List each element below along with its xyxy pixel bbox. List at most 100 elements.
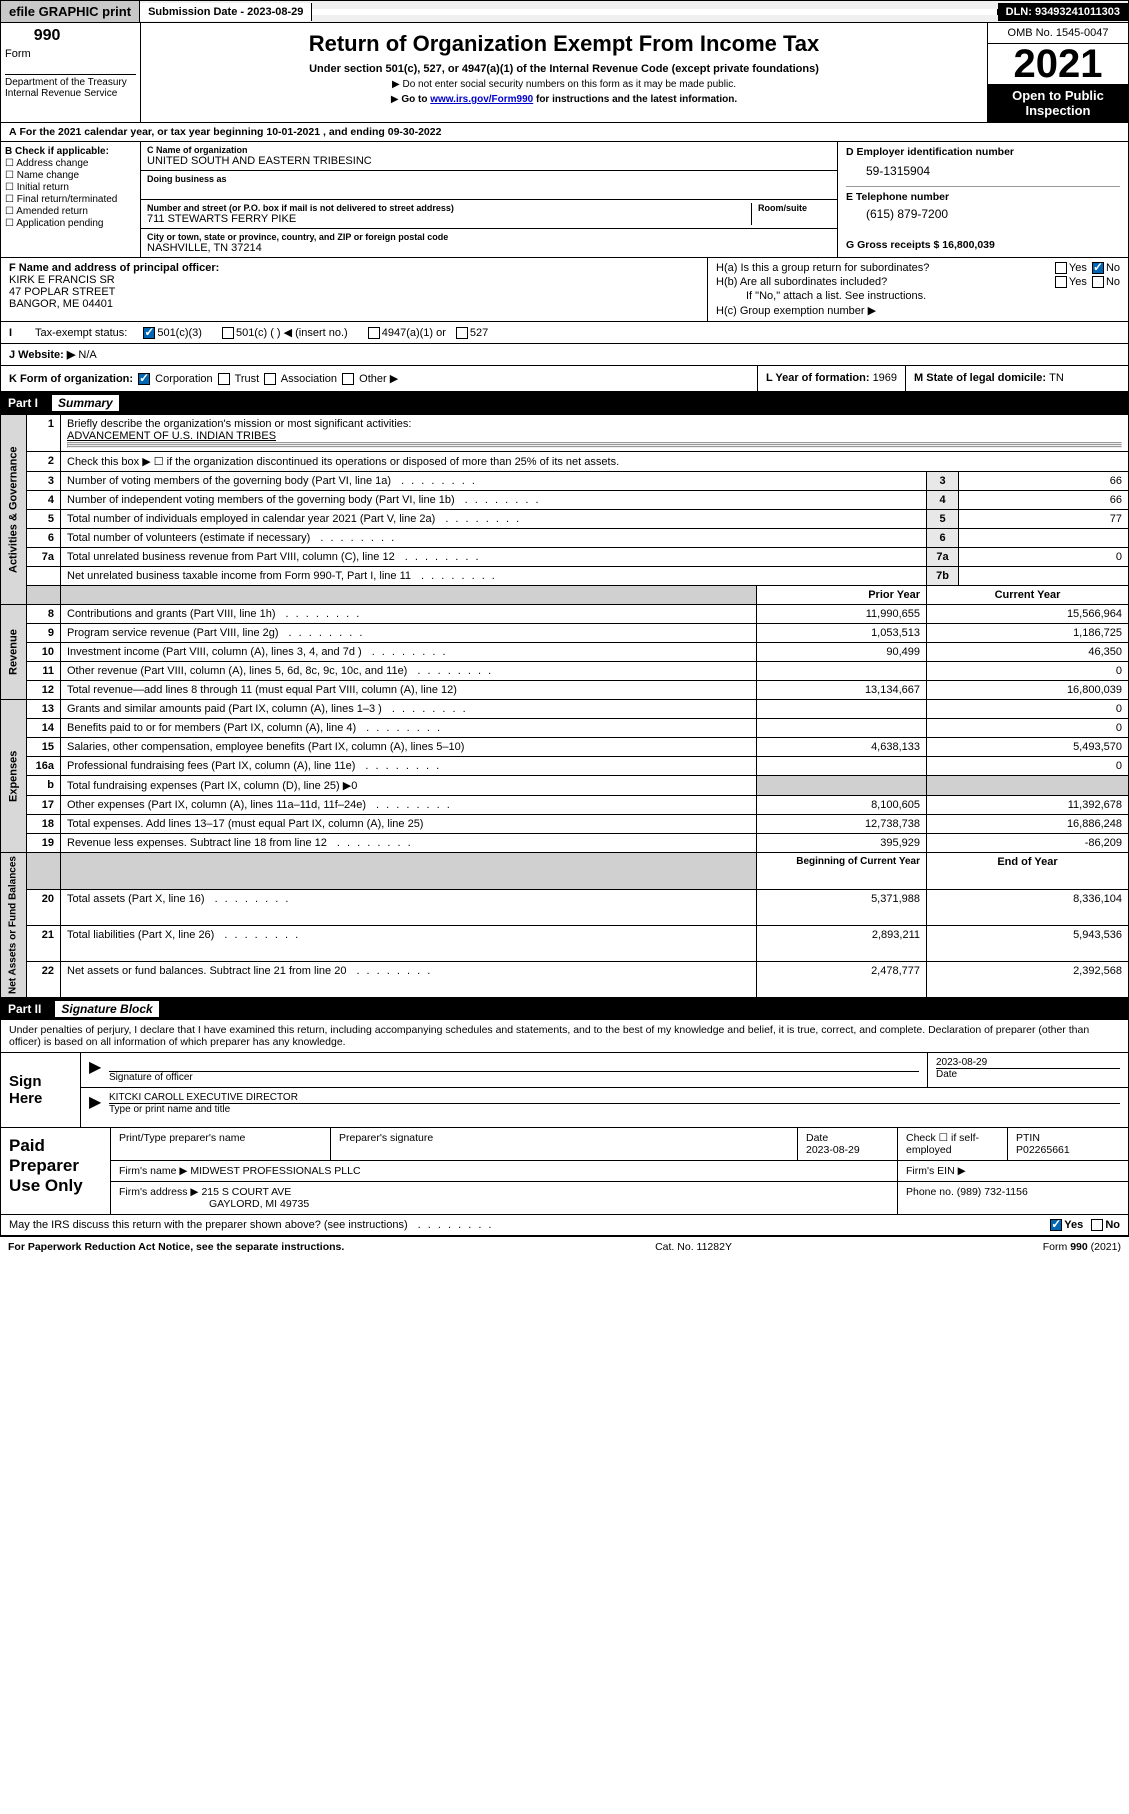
section-h: H(a) Is this a group return for subordin… — [708, 258, 1128, 321]
side-expenses: Expenses — [1, 700, 27, 853]
section-i: ITax-exempt status: 501(c)(3) 501(c) ( )… — [0, 322, 1129, 344]
telephone: (615) 879-7200 — [866, 207, 1120, 221]
prep-name-hdr: Print/Type preparer's name — [111, 1128, 331, 1160]
line-a: A For the 2021 calendar year, or tax yea… — [0, 123, 1129, 142]
col-headers-rev: Prior YearCurrent Year — [1, 586, 1129, 605]
ein-label: D Employer identification number — [846, 146, 1120, 158]
form-number: 990 — [34, 27, 61, 65]
firm-phone: Phone no. (989) 732-1156 — [898, 1182, 1128, 1214]
dba-label: Doing business as — [147, 174, 831, 184]
addr-label: Number and street (or P.O. box if mail i… — [147, 203, 751, 213]
h-c: H(c) Group exemption number ▶ — [716, 304, 1120, 317]
row-5: 5Total number of individuals employed in… — [1, 510, 1129, 529]
sig-date: 2023-08-29 — [936, 1057, 1120, 1068]
preparer-row1: Print/Type preparer's name Preparer's si… — [111, 1128, 1128, 1161]
subtitle-2: Do not enter social security numbers on … — [149, 79, 979, 90]
omb-number: OMB No. 1545-0047 — [988, 23, 1128, 44]
chk-other[interactable] — [342, 373, 354, 385]
row-3: 3Number of voting members of the governi… — [1, 472, 1129, 491]
ha-no[interactable] — [1092, 262, 1104, 274]
officer-name: KIRK E FRANCIS SR — [9, 274, 115, 286]
prep-date: Date2023-08-29 — [798, 1128, 898, 1160]
officer-addr2: BANGOR, ME 04401 — [9, 298, 113, 310]
paid-preparer: Paid Preparer Use Only Print/Type prepar… — [0, 1128, 1129, 1215]
form-label: Form — [5, 48, 31, 60]
dln: DLN: 93493241011303 — [998, 3, 1128, 21]
sig-date-label: Date — [936, 1068, 1120, 1080]
chk-501c3[interactable] — [143, 327, 155, 339]
paperwork-notice: For Paperwork Reduction Act Notice, see … — [8, 1241, 344, 1253]
sec-b-header: B Check if applicable: — [5, 146, 109, 157]
topbar: efile GRAPHIC print Submission Date - 20… — [0, 0, 1129, 23]
irs-yes[interactable] — [1050, 1219, 1062, 1231]
section-c: C Name of organization UNITED SOUTH AND … — [141, 142, 838, 257]
chk-amended[interactable]: ☐ Amended return — [5, 206, 136, 217]
chk-assoc[interactable] — [264, 373, 276, 385]
chk-name[interactable]: ☐ Name change — [5, 170, 136, 181]
form-header: Form 990 Department of the Treasury Inte… — [0, 23, 1129, 123]
hb-no[interactable] — [1092, 276, 1104, 288]
officer-addr1: 47 POPLAR STREET — [9, 286, 115, 298]
address-cell: Number and street (or P.O. box if mail i… — [141, 200, 837, 229]
form-ref: Form 990 (2021) — [1043, 1241, 1121, 1253]
section-b-c-d: B Check if applicable: ☐ Address change … — [0, 142, 1129, 258]
hb-yes[interactable] — [1055, 276, 1067, 288]
h-b: H(b) Are all subordinates included? Yes … — [716, 276, 1120, 288]
prep-sig-hdr: Preparer's signature — [331, 1128, 798, 1160]
sign-here: Sign Here ▶ Signature of officer 2023-08… — [0, 1053, 1129, 1128]
paid-preparer-label: Paid Preparer Use Only — [1, 1128, 111, 1214]
may-irs-discuss: May the IRS discuss this return with the… — [0, 1215, 1129, 1236]
section-d-e-g: D Employer identification number 59-1315… — [838, 142, 1128, 257]
dept-treasury: Department of the Treasury Internal Reve… — [5, 74, 136, 99]
dba-cell: Doing business as — [141, 171, 837, 200]
section-f-h: F Name and address of principal officer:… — [0, 258, 1129, 322]
arrow-icon: ▶ — [81, 1053, 101, 1087]
room-label: Room/suite — [758, 203, 831, 213]
cat-no: Cat. No. 11282Y — [655, 1241, 732, 1253]
subtitle-1: Under section 501(c), 527, or 4947(a)(1)… — [149, 63, 979, 75]
chk-initial[interactable]: ☐ Initial return — [5, 182, 136, 193]
self-employed-chk[interactable]: Check ☐ if self-employed — [898, 1128, 1008, 1160]
chk-corp[interactable] — [138, 373, 150, 385]
chk-501c[interactable] — [222, 327, 234, 339]
open-to-public: Open to Public Inspection — [988, 84, 1128, 122]
firm-name: Firm's name ▶ MIDWEST PROFESSIONALS PLLC — [111, 1161, 898, 1181]
section-f: F Name and address of principal officer:… — [1, 258, 708, 321]
chk-527[interactable] — [456, 327, 468, 339]
officer-label: F Name and address of principal officer: — [9, 262, 219, 274]
line-num: 1 — [27, 415, 61, 452]
row-4: 4Number of independent voting members of… — [1, 491, 1129, 510]
side-revenue: Revenue — [1, 605, 27, 700]
chk-final[interactable]: ☐ Final return/terminated — [5, 194, 136, 205]
submission-date: Submission Date - 2023-08-29 — [140, 3, 312, 21]
sign-here-label: Sign Here — [1, 1053, 81, 1127]
ptin: PTINP02265661 — [1008, 1128, 1128, 1160]
form-title: Return of Organization Exempt From Incom… — [149, 31, 979, 57]
page-footer: For Paperwork Reduction Act Notice, see … — [0, 1236, 1129, 1257]
q1: Briefly describe the organization's miss… — [61, 415, 1129, 452]
side-net: Net Assets or Fund Balances — [1, 853, 27, 998]
chk-address[interactable]: ☐ Address change — [5, 158, 136, 169]
tax-year: 2021 — [988, 44, 1128, 84]
org-name-label: C Name of organization — [147, 145, 831, 155]
ha-yes[interactable] — [1055, 262, 1067, 274]
subtitle-3: Go to www.irs.gov/Form990 for instructio… — [149, 94, 979, 105]
header-center: Return of Organization Exempt From Incom… — [141, 23, 988, 122]
firm-address: Firm's address ▶ 215 S COURT AVEGAYLORD,… — [111, 1182, 898, 1214]
irs-link[interactable]: www.irs.gov/Form990 — [430, 94, 533, 105]
section-k-l-m: K Form of organization: Corporation Trus… — [0, 366, 1129, 392]
chk-4947[interactable] — [368, 327, 380, 339]
org-name: UNITED SOUTH AND EASTERN TRIBESINC — [147, 155, 831, 167]
irs-no[interactable] — [1091, 1219, 1103, 1231]
h-a: H(a) Is this a group return for subordin… — [716, 262, 1120, 274]
chk-pending[interactable]: ☐ Application pending — [5, 218, 136, 229]
part1-table: Activities & Governance 1 Briefly descri… — [0, 414, 1129, 998]
chk-trust[interactable] — [218, 373, 230, 385]
efile-label[interactable]: efile GRAPHIC print — [1, 1, 140, 22]
city-state-zip: NASHVILLE, TN 37214 — [147, 242, 831, 254]
row-7a: 7aTotal unrelated business revenue from … — [1, 548, 1129, 567]
firm-ein: Firm's EIN ▶ — [898, 1161, 1128, 1181]
part1-header: Part I Summary — [0, 392, 1129, 414]
city-cell: City or town, state or province, country… — [141, 229, 837, 257]
officer-printed-name: KITCKI CAROLL EXECUTIVE DIRECTOR — [109, 1092, 1120, 1103]
